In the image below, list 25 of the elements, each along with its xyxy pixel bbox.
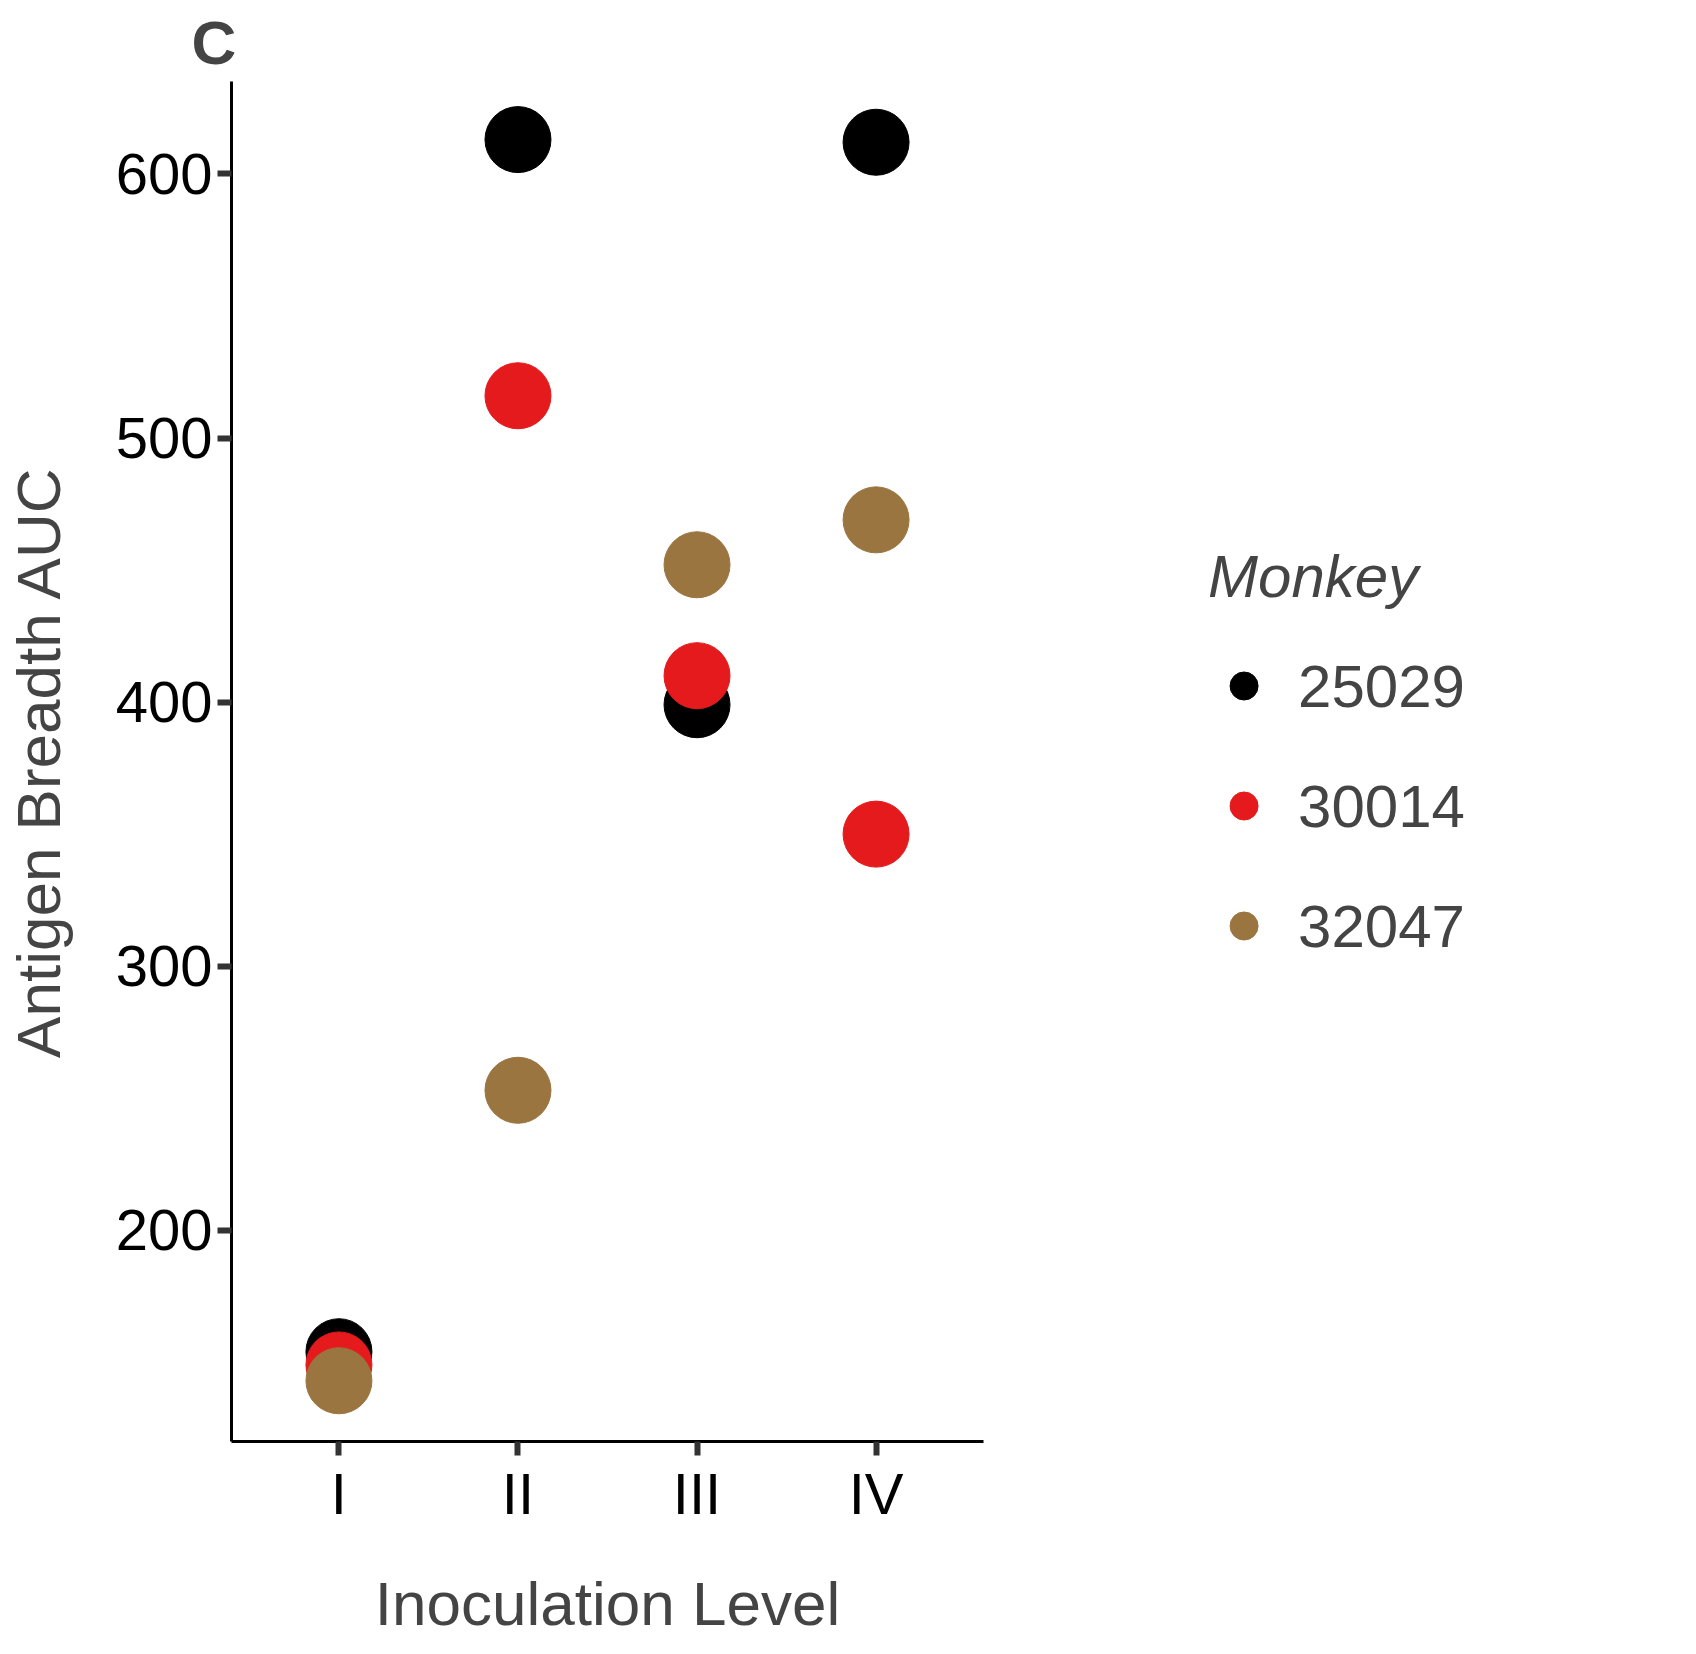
point [663,642,731,710]
legend-title: Monkey [1208,541,1422,611]
point [484,362,552,430]
point [842,800,910,868]
point [484,1056,552,1124]
x-tick-label: III [672,1460,722,1526]
x-tick-label: IV [848,1460,904,1526]
point [484,106,552,174]
text: C [191,7,237,77]
y-axis-title: Antigen Breadth AUC [3,468,73,1058]
y-tick-label: 400 [115,669,213,735]
y-tick-label: 300 [115,933,213,999]
legend-label: 32047 [1298,891,1465,960]
y-tick-label: 600 [115,140,213,206]
y-tick-label: 200 [115,1197,213,1263]
x-axis-title: Inoculation Level [374,1568,841,1638]
point [305,1347,373,1415]
x-tick-label: I [330,1460,347,1526]
legend-label: 30014 [1298,771,1465,840]
point [663,531,731,599]
y-tick-label: 500 [115,405,213,470]
point [842,486,910,554]
legend-label: 25029 [1298,651,1465,720]
x-tick-label: II [501,1460,535,1526]
point [842,108,910,176]
